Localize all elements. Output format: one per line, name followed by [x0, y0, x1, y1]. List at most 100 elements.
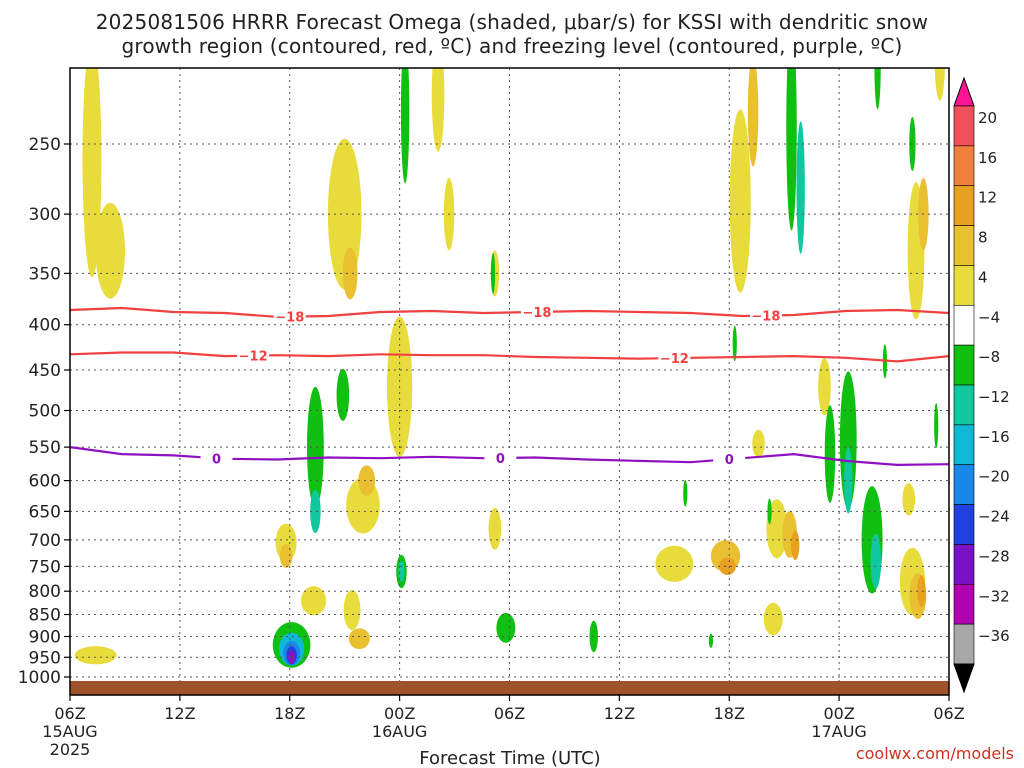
y-tick-label: 950 — [29, 648, 61, 668]
chart-title-line-1: 2025081506 HRRR Forecast Omega (shaded, … — [95, 10, 929, 34]
omega-region — [95, 202, 125, 299]
x-tick-label: 00Z — [384, 704, 415, 723]
colorbar-bin — [953, 304, 975, 346]
omega-region — [747, 68, 759, 167]
colorbar-bin — [953, 544, 975, 585]
x-date-label: 16AUG — [372, 722, 427, 741]
chart-title-line-2: growth region (contoured, red, ºC) and f… — [121, 34, 903, 58]
omega-region — [431, 68, 445, 152]
contour-label-bg — [713, 451, 746, 467]
y-tick-label: 1000 — [18, 668, 61, 688]
omega-region — [342, 247, 358, 300]
omega-region — [796, 121, 805, 254]
x-tick-label: 12Z — [604, 704, 635, 723]
y-tick-label: 400 — [29, 316, 61, 336]
contour-label: −12 — [239, 350, 268, 365]
colorbar-bin — [953, 464, 975, 505]
x-year-label: 2025 — [50, 740, 91, 759]
omega-region — [732, 325, 737, 362]
x-tick-label: 18Z — [714, 704, 745, 723]
omega-region — [824, 405, 836, 503]
colorbar-label: −12 — [978, 388, 1010, 406]
colorbar-bin — [953, 623, 975, 665]
contour-label: 0 — [725, 453, 734, 468]
colorbar-label: −8 — [978, 348, 1000, 366]
x-tick-label: 12Z — [164, 704, 195, 723]
omega-region — [708, 633, 714, 648]
colorbar-label: −28 — [978, 547, 1010, 565]
omega-region — [902, 483, 916, 516]
colorbar-bin — [953, 225, 975, 266]
y-tick-label: 550 — [29, 438, 61, 458]
omega-region — [683, 479, 688, 507]
x-tick-label: 06Z — [54, 704, 85, 723]
colorbar-label: −20 — [978, 468, 1010, 486]
contour-label-bg — [749, 307, 782, 323]
omega-region — [82, 68, 102, 278]
x-axis-label: Forecast Time (UTC) — [419, 748, 600, 768]
omega-region — [818, 358, 831, 416]
x-date-label: 15AUG — [42, 722, 97, 741]
y-tick-label: 700 — [29, 531, 61, 551]
y-tick-label: 350 — [29, 264, 61, 284]
colorbar-label: −32 — [978, 587, 1010, 605]
colorbar-bin — [953, 424, 975, 466]
colorbar-bin — [953, 145, 975, 187]
omega-region — [786, 68, 797, 231]
omega-region — [767, 498, 772, 525]
colorbar-label: −24 — [978, 508, 1010, 526]
omega-region — [790, 530, 800, 561]
omega-region — [766, 499, 788, 559]
omega-region — [839, 371, 857, 509]
colorbar-bin — [953, 504, 975, 545]
omega-region — [909, 116, 916, 172]
omega-region — [874, 68, 881, 110]
y-tick-label: 600 — [29, 472, 61, 492]
omega-region — [763, 602, 783, 636]
contour-label: −18 — [275, 311, 304, 326]
contour-line — [70, 351, 949, 363]
omega-region — [74, 646, 117, 665]
colorbar-bin — [953, 384, 975, 426]
omega-region — [400, 68, 410, 184]
contour-label-bg — [484, 449, 517, 465]
y-tick-label: 500 — [29, 402, 61, 422]
contour-label: −12 — [660, 352, 689, 367]
x-tick-label: 06Z — [494, 704, 525, 723]
contour-label-bg — [658, 350, 691, 366]
contour-label-bg — [200, 450, 233, 466]
y-tick-label: 750 — [29, 557, 61, 577]
colorbar-bin — [953, 583, 975, 625]
colorbar-label: 4 — [978, 268, 988, 286]
omega-region — [934, 403, 939, 449]
omega-region — [336, 368, 350, 421]
omega-region — [343, 589, 361, 630]
credit-link[interactable]: coolwx.com/models — [855, 744, 1014, 763]
x-tick-label: 06Z — [933, 704, 964, 723]
omega-region — [358, 465, 376, 496]
contour-line — [70, 306, 949, 319]
omega-region — [934, 68, 945, 101]
colorbar-bin — [953, 344, 975, 386]
contour-label: −18 — [751, 310, 780, 325]
y-tick-label: 250 — [29, 135, 61, 155]
contour-label: 0 — [496, 452, 505, 467]
x-date-label: 17AUG — [811, 722, 866, 741]
omega-region — [870, 533, 881, 589]
omega-region — [729, 109, 751, 293]
colorbar-label: −4 — [978, 308, 1000, 326]
omega-region — [655, 545, 694, 583]
colorbar-top-arrow — [953, 76, 975, 107]
omega-region — [844, 447, 853, 514]
y-tick-label: 900 — [29, 627, 61, 647]
contour-label-bg — [237, 347, 270, 363]
omega-region — [490, 252, 496, 294]
omega-region — [288, 650, 295, 665]
ground-strip — [70, 681, 949, 695]
y-tick-label: 300 — [29, 205, 61, 225]
contour-label-bg — [273, 308, 306, 324]
y-tick-label: 850 — [29, 606, 61, 626]
colorbar-label: 16 — [978, 149, 997, 167]
x-tick-label: 00Z — [823, 704, 854, 723]
